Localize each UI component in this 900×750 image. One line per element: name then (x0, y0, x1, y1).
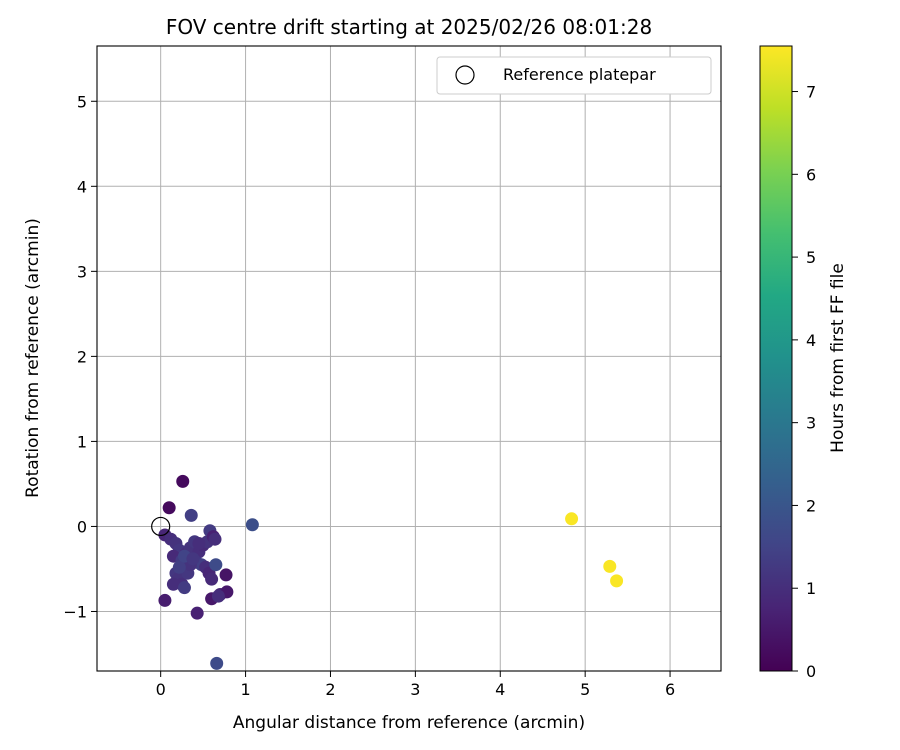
x-axis-ticks: 0 1 2 3 4 5 6 (156, 671, 675, 699)
y-tick-label: 2 (77, 347, 87, 366)
legend-box (436, 56, 712, 95)
scatter-point (186, 552, 200, 566)
x-tick-label: 4 (495, 680, 505, 699)
legend-marker-icon (455, 65, 475, 85)
scatter-point (610, 574, 624, 588)
x-tick-label: 2 (325, 680, 335, 699)
y-tick-label: 1 (77, 432, 87, 451)
scatter-point (176, 474, 190, 488)
scatter-point (219, 568, 233, 582)
x-tick-label: 6 (665, 680, 675, 699)
scatter-point (208, 532, 222, 546)
x-tick-label: 5 (580, 680, 590, 699)
colorbar-gradient (759, 45, 793, 672)
colorbar-tick-label: 4 (806, 331, 816, 350)
scatter-point (162, 501, 176, 515)
colorbar-tick-label: 6 (806, 165, 816, 184)
scatter-point (158, 593, 172, 607)
x-axis-label: Angular distance from reference (arcmin) (233, 713, 585, 733)
y-tick-label: −1 (63, 602, 87, 621)
reference-marker (151, 516, 171, 537)
x-tick-label: 0 (156, 680, 166, 699)
y-axis-label: Rotation from reference (arcmin) (23, 218, 43, 498)
y-tick-label: 3 (77, 262, 87, 281)
chart-title: FOV centre drift starting at 2025/02/26 … (166, 15, 652, 39)
colorbar-tick-label: 1 (806, 579, 816, 598)
colorbar-ticks: 0 1 2 3 4 5 6 7 (792, 83, 816, 681)
y-axis-ticks: −1 0 1 2 3 4 5 (63, 92, 97, 621)
y-tick-label: 5 (77, 92, 87, 111)
x-tick-label: 1 (240, 680, 250, 699)
plot-frame (96, 45, 722, 672)
x-tick-label: 3 (410, 680, 420, 699)
legend-label: Reference platepar (503, 65, 656, 84)
scatter-point (184, 508, 198, 522)
scatter-point (192, 536, 206, 550)
colorbar: 0 1 2 3 4 5 6 7 Hours from first FF file (759, 45, 848, 681)
colorbar-tick-label: 3 (806, 414, 816, 433)
colorbar-tick-label: 5 (806, 248, 816, 267)
colorbar-tick-label: 0 (806, 662, 816, 681)
scatter-point (177, 581, 191, 595)
colorbar-label: Hours from first FF file (828, 263, 848, 453)
scatter-point (172, 560, 186, 574)
colorbar-tick-label: 7 (806, 83, 816, 102)
colorbar-tick-label: 2 (806, 496, 816, 515)
scatter-point (210, 656, 224, 670)
data-points (158, 474, 624, 670)
scatter-point (245, 518, 259, 532)
scatter-point (565, 512, 579, 526)
scatter-point (209, 558, 223, 572)
grid (97, 46, 721, 671)
y-tick-label: 4 (77, 177, 87, 196)
legend: Reference platepar (436, 56, 712, 95)
scatter-point (603, 559, 617, 573)
scatter-point (166, 577, 180, 591)
scatter-point (190, 606, 204, 620)
y-tick-label: 0 (77, 517, 87, 536)
scatter-point (205, 572, 219, 586)
scatter-point (211, 589, 225, 603)
